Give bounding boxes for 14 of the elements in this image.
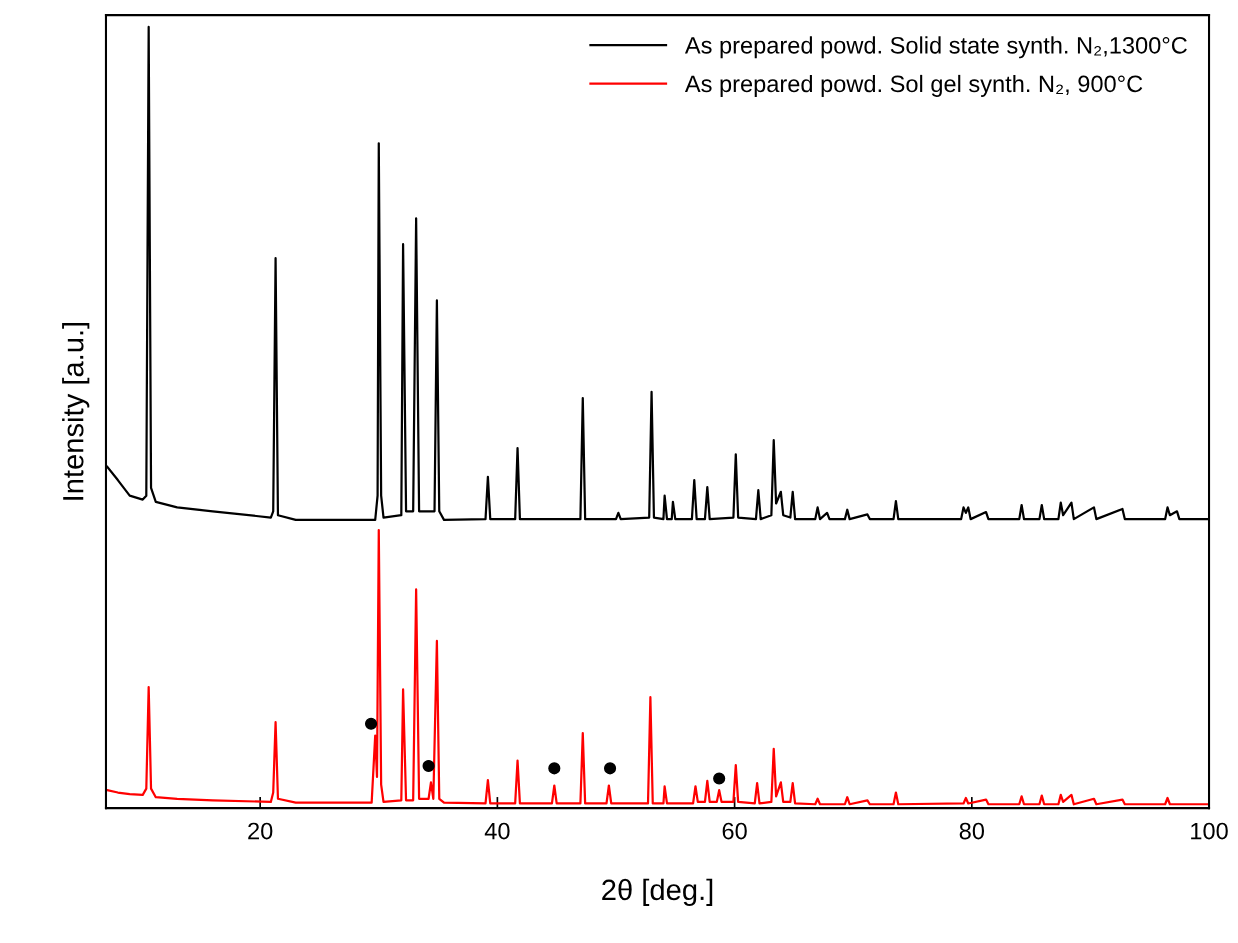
point [713,772,726,785]
x-tick-label: 60 [722,822,747,840]
x-tick-label: 80 [959,822,985,840]
x-tick-label: 100 [1191,822,1228,840]
point [603,762,617,775]
legend-label: As prepared powd. Sol gel synth. N₂, 900°C [684,74,1143,97]
point [364,717,378,730]
x-axis-title: 2θ [deg.] [602,878,713,906]
y-axis-title: Intensity [a.u.] [62,322,90,500]
point [422,759,435,773]
point [548,762,561,775]
legend-label: As prepared powd. Solid state synth. N₂,1300°C [684,36,1187,59]
x-tick-label: 40 [484,822,510,840]
x-tick-label: 20 [248,822,273,840]
